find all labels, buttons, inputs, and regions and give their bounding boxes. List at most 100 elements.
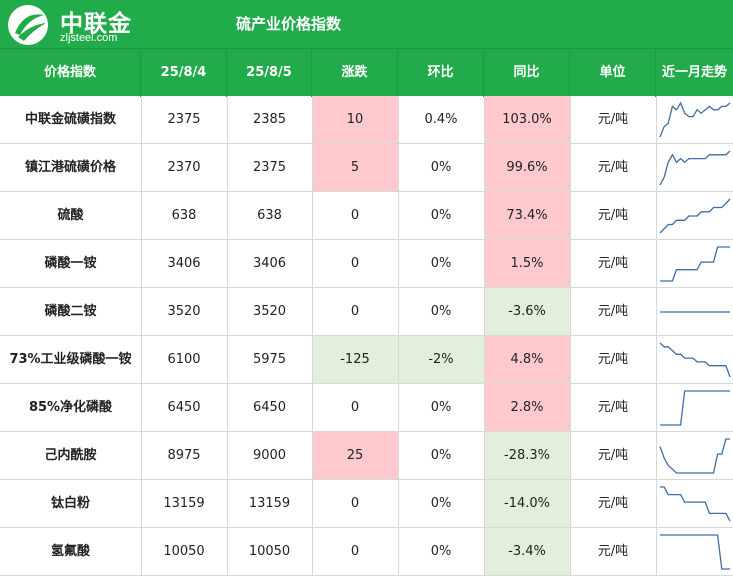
cell-yoy: 99.6% bbox=[484, 144, 570, 192]
trend-sparkline bbox=[660, 246, 730, 282]
cell-mom: 0.4% bbox=[424, 112, 458, 127]
cell-curr: 638 bbox=[257, 208, 282, 223]
cell-mom: 0% bbox=[430, 160, 452, 175]
cell-prev: 8975 bbox=[167, 448, 201, 463]
cell-name: 钛白粉 bbox=[50, 496, 90, 511]
trend-line bbox=[659, 342, 731, 378]
header-col-trend: 近一月走势 bbox=[661, 65, 727, 80]
cell-name: 氢氟酸 bbox=[50, 544, 90, 559]
cell-mom: 0% bbox=[430, 256, 452, 271]
cell-prev: 3406 bbox=[167, 256, 201, 271]
column-divider bbox=[570, 96, 571, 576]
trend-sparkline bbox=[659, 101, 731, 138]
cell-mom: 0% bbox=[430, 304, 452, 319]
cell-prev: 13159 bbox=[163, 496, 205, 511]
header-col-prev: 25/8/4 bbox=[141, 49, 227, 97]
cell-mom: 0% bbox=[430, 496, 452, 511]
cell-curr: 6450 bbox=[252, 400, 287, 415]
header-col-mom: 环比 bbox=[398, 49, 484, 97]
cell-mom: 0% bbox=[430, 208, 452, 223]
row-divider bbox=[0, 335, 733, 336]
brand-logo[interactable]: 中联金 zljsteel.com bbox=[6, 3, 146, 47]
row-divider bbox=[0, 431, 733, 432]
cell-unit: 元/吨 bbox=[597, 400, 629, 415]
trend-sparkline bbox=[660, 486, 731, 522]
cell-curr: 3520 bbox=[252, 304, 287, 319]
trend-sparkline bbox=[659, 342, 731, 378]
column-divider bbox=[484, 96, 485, 576]
cell-change: 0 bbox=[350, 256, 360, 271]
cell-prev: 638 bbox=[171, 208, 197, 223]
trend-sparkline bbox=[659, 438, 730, 474]
trend-line bbox=[659, 101, 731, 138]
trend-sparkline bbox=[660, 534, 730, 570]
cell-curr: 2385 bbox=[252, 112, 287, 127]
cell-yoy: 1.5% bbox=[484, 240, 570, 288]
cell-yoy: 2.8% bbox=[484, 384, 570, 432]
cell-unit: 元/吨 bbox=[597, 496, 629, 511]
trend-line bbox=[659, 150, 731, 186]
cell-change: 0 bbox=[350, 304, 360, 319]
cell-mom: 0% bbox=[430, 448, 452, 463]
cell-unit: 元/吨 bbox=[597, 352, 629, 367]
cell-mom: -2% bbox=[398, 336, 484, 384]
cell-change: 5 bbox=[312, 144, 398, 192]
cell-yoy: 4.8% bbox=[484, 336, 570, 384]
cell-unit: 元/吨 bbox=[597, 256, 629, 271]
cell-mom: 0% bbox=[430, 544, 452, 559]
trend-sparkline bbox=[660, 311, 730, 313]
row-divider bbox=[0, 575, 733, 576]
brand-name: 中联金 bbox=[60, 11, 132, 37]
cell-name: 73%工业级磷酸一铵 bbox=[9, 352, 132, 367]
cell-yoy: -3.4% bbox=[484, 528, 570, 576]
trend-line bbox=[660, 534, 730, 570]
cell-yoy: -14.0% bbox=[484, 480, 570, 528]
cell-name: 磷酸二铵 bbox=[44, 304, 97, 319]
cell-yoy: -3.6% bbox=[484, 288, 570, 336]
trend-line bbox=[660, 486, 731, 522]
trend-line bbox=[660, 390, 730, 426]
cell-change: -125 bbox=[312, 336, 398, 384]
cell-unit: 元/吨 bbox=[597, 208, 629, 223]
cell-curr: 9000 bbox=[252, 448, 287, 463]
row-divider bbox=[0, 383, 733, 384]
header-col-curr: 25/8/5 bbox=[227, 49, 312, 97]
row-divider bbox=[0, 143, 733, 144]
cell-change: 25 bbox=[312, 432, 398, 480]
cell-curr: 10050 bbox=[248, 544, 291, 559]
cell-change: 0 bbox=[350, 208, 360, 223]
cell-mom: 0% bbox=[430, 400, 452, 415]
table-header: 价格指数 25/8/4 25/8/5 涨跌 环比 同比 单位 近一月走势 bbox=[0, 48, 733, 97]
cell-curr: 2375 bbox=[252, 160, 287, 175]
cell-change: 0 bbox=[350, 400, 360, 415]
cell-prev: 2370 bbox=[167, 160, 201, 175]
cell-prev: 6100 bbox=[167, 352, 201, 367]
cell-unit: 元/吨 bbox=[597, 448, 629, 463]
row-divider bbox=[0, 287, 733, 288]
header-col-yoy: 同比 bbox=[484, 49, 570, 97]
cell-unit: 元/吨 bbox=[597, 160, 629, 175]
cell-curr: 5975 bbox=[252, 352, 287, 367]
column-divider bbox=[312, 96, 313, 576]
cell-name: 磷酸一铵 bbox=[44, 256, 97, 271]
cell-curr: 13159 bbox=[248, 496, 291, 511]
trend-sparkline bbox=[659, 150, 731, 186]
column-divider bbox=[141, 96, 142, 576]
header-col-change: 涨跌 bbox=[312, 49, 398, 97]
cell-change: 0 bbox=[350, 544, 360, 559]
trend-line bbox=[660, 246, 730, 282]
cell-name: 己内酰胺 bbox=[44, 448, 97, 463]
cell-prev: 6450 bbox=[167, 400, 201, 415]
header-col-name: 价格指数 bbox=[0, 49, 141, 97]
cell-unit: 元/吨 bbox=[597, 544, 629, 559]
cell-unit: 元/吨 bbox=[597, 304, 629, 319]
cell-name: 镇江港硫磺价格 bbox=[24, 160, 116, 175]
column-divider bbox=[656, 96, 657, 576]
cell-name: 中联金硫磺指数 bbox=[24, 112, 116, 127]
cell-prev: 3520 bbox=[167, 304, 201, 319]
column-divider bbox=[398, 96, 399, 576]
cell-yoy: -28.3% bbox=[484, 432, 570, 480]
row-divider bbox=[0, 239, 733, 240]
brand-site: zljsteel.com bbox=[60, 32, 118, 44]
cell-change: 0 bbox=[350, 496, 360, 511]
